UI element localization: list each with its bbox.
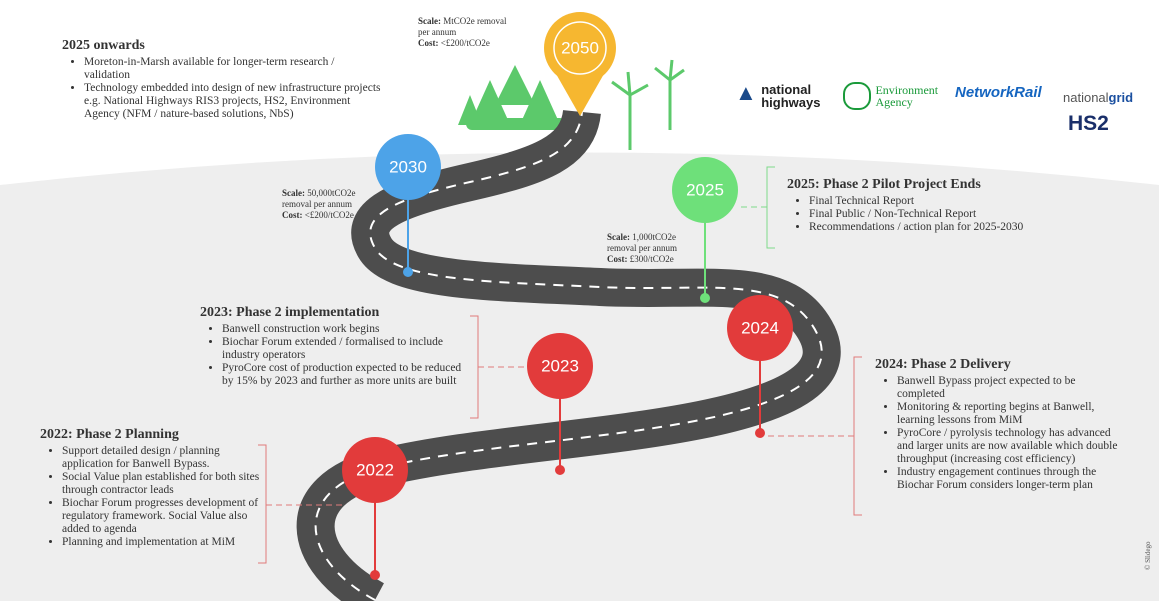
credit: © Slidego	[1144, 541, 1152, 570]
section-title: 2022: Phase 2 Planning	[40, 427, 265, 443]
bullet: Banwell construction work begins	[222, 323, 472, 336]
logo-hs2: HS2	[1068, 112, 1109, 136]
note-text: £300/tCO2e	[630, 254, 674, 264]
note-label: Scale:	[418, 16, 441, 26]
milestone-dot	[755, 428, 765, 438]
section-title: 2024: Phase 2 Delivery	[875, 357, 1125, 373]
bullet: PyroCore / pyrolysis technology has adva…	[897, 427, 1125, 466]
milestone-dot	[370, 570, 380, 580]
milestone-label: 2024	[741, 318, 779, 337]
section: 2024: Phase 2 Delivery Banwell Bypass pro…	[875, 357, 1125, 492]
section: 2023: Phase 2 implementation Banwell cons…	[200, 305, 472, 388]
bullet: Biochar Forum extended / formalised to i…	[222, 336, 472, 362]
note-text: <£200/tCO2e	[441, 38, 490, 48]
note-label: Scale:	[282, 188, 305, 198]
milestone-label: 2022	[356, 460, 394, 479]
section-title: 2025 onwards	[62, 38, 382, 54]
bullet-list: Final Technical ReportFinal Public / Non…	[787, 195, 1037, 234]
windmills	[612, 60, 684, 150]
section-title: 2023: Phase 2 implementation	[200, 305, 472, 321]
milestone-label: 2023	[541, 356, 579, 375]
bullet: Planning and implementation at MiM	[62, 536, 265, 549]
bullet: Support detailed design / planning appli…	[62, 445, 265, 471]
milestone-dot	[403, 267, 413, 277]
bullet: Social Value plan established for both s…	[62, 471, 265, 497]
logo-grid: nationalgrid	[1063, 90, 1133, 105]
section: 2025 onwards Moreton-in-Marsh available f…	[62, 38, 382, 121]
bullet: Technology embedded into design of new i…	[84, 82, 382, 121]
bullet-list: Moreton-in-Marsh available for longer-te…	[62, 56, 382, 121]
milestone-label: 2030	[389, 157, 427, 176]
bullet: Monitoring & reporting begins at Banwell…	[897, 401, 1125, 427]
milestone-label: 2050	[561, 38, 599, 57]
note-text: <£200/tCO2e	[305, 210, 354, 220]
section: 2025: Phase 2 Pilot Project Ends Final Te…	[787, 177, 1037, 234]
bullet: Final Technical Report	[809, 195, 1037, 208]
bullet-list: Banwell Bypass project expected to be co…	[875, 375, 1125, 492]
milestone-dot	[555, 465, 565, 475]
bullet: Biochar Forum progresses development of …	[62, 497, 265, 536]
logo-networkrail: NetworkRail	[955, 84, 1042, 101]
note-label: Cost:	[282, 210, 303, 220]
bullet: Recommendations / action plan for 2025-2…	[809, 221, 1037, 234]
logo-text: national	[1063, 90, 1109, 105]
bullet-list: Banwell construction work beginsBiochar …	[200, 323, 472, 388]
note-label: Scale:	[607, 232, 630, 242]
logo-text: grid	[1109, 90, 1134, 105]
milestone-label: 2025	[686, 180, 724, 199]
bullet: Final Public / Non-Technical Report	[809, 208, 1037, 221]
bullet-list: Support detailed design / planning appli…	[40, 445, 265, 549]
bullet: Industry engagement continues through th…	[897, 466, 1125, 492]
bullet: Banwell Bypass project expected to be co…	[897, 375, 1125, 401]
logo-text: Agency	[875, 95, 912, 109]
section-title: 2025: Phase 2 Pilot Project Ends	[787, 177, 1037, 193]
logo-text: highways	[761, 95, 820, 110]
milestone-dot	[700, 293, 710, 303]
bullet: PyroCore cost of production expected to …	[222, 362, 472, 388]
bullet: Moreton-in-Marsh available for longer-te…	[84, 56, 382, 82]
note-label: Cost:	[607, 254, 628, 264]
trees	[458, 65, 566, 130]
note-label: Cost:	[418, 38, 439, 48]
section: 2022: Phase 2 Planning Support detailed d…	[40, 427, 265, 549]
roadmap: 2050 2030 2025 2024 2023 2022 © Slidego ▲ nat…	[0, 0, 1159, 601]
